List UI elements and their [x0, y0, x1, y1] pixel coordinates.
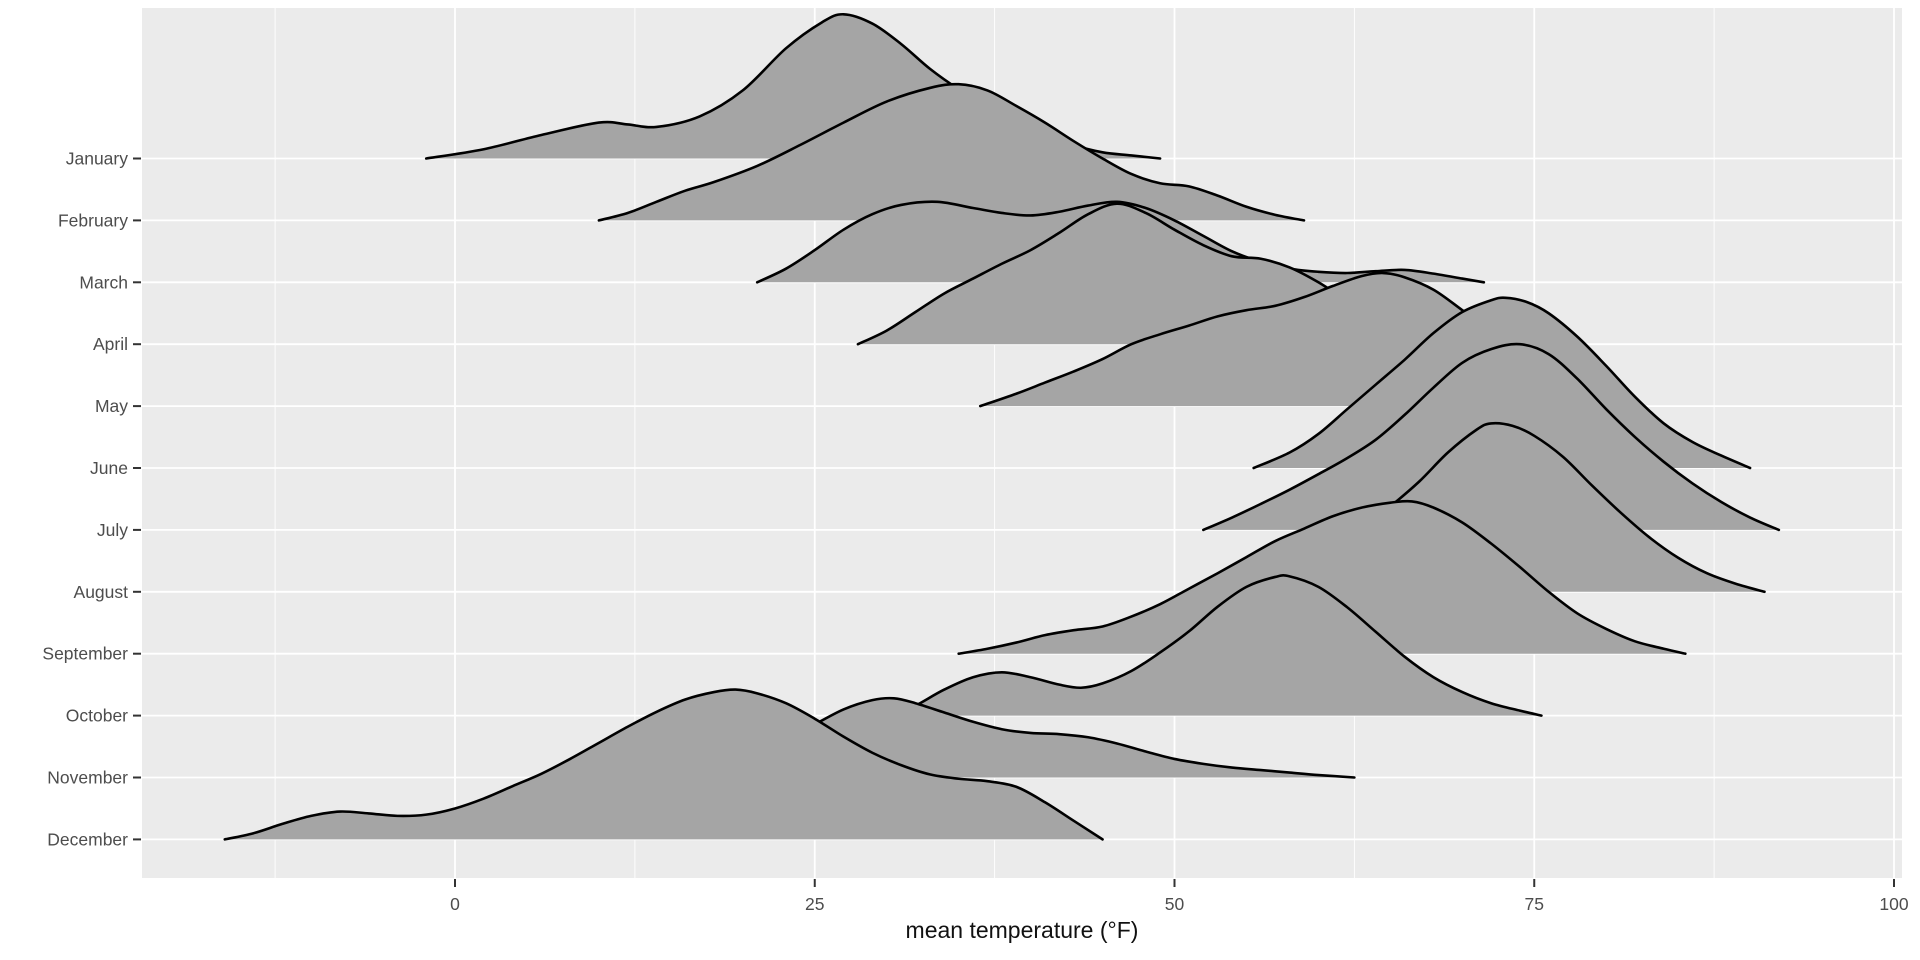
ridge-february — [597, 82, 1306, 222]
ridge-outline-february — [597, 82, 1306, 222]
y-tick-label-may: May — [95, 396, 128, 416]
y-tick-label-june: June — [90, 458, 128, 478]
ridge-outline-june — [1252, 296, 1752, 470]
x-tick-label-0: 0 — [450, 894, 460, 914]
x-tick-label-25: 25 — [805, 894, 824, 914]
x-tick-label-75: 75 — [1525, 894, 1544, 914]
ridge-outline-october — [892, 574, 1543, 717]
x-tick-label-100: 100 — [1879, 894, 1908, 914]
y-axis-month-labels: January February March April May June July Augu… — [42, 149, 128, 850]
y-tick-label-february: February — [58, 210, 128, 230]
axis-tick-marks — [133, 157, 1895, 887]
x-axis-title: mean temperature (°F) — [906, 917, 1139, 943]
ridge-fill-december — [224, 689, 1103, 840]
y-tick-label-april: April — [93, 334, 128, 354]
x-tick-label-50: 50 — [1165, 894, 1185, 914]
ridge-fill-september — [958, 501, 1686, 654]
x-axis-tick-labels: 0 25 50 75 100 — [450, 894, 1909, 914]
y-tick-label-october: October — [66, 706, 128, 726]
ridge-october — [892, 574, 1543, 717]
ridge-outline-december — [223, 688, 1104, 841]
ridge-outline-march — [755, 200, 1486, 284]
y-tick-label-july: July — [97, 520, 128, 540]
y-tick-label-january: January — [66, 149, 129, 169]
y-tick-label-november: November — [47, 768, 128, 788]
density-ridges — [223, 12, 1781, 841]
y-tick-label-september: September — [42, 644, 128, 664]
ridge-outline-september — [957, 499, 1687, 655]
ridge-fill-october — [893, 575, 1542, 716]
ridge-september — [957, 499, 1687, 655]
ridge-outline-july — [1201, 342, 1781, 532]
y-tick-label-december: December — [47, 829, 128, 849]
y-tick-label-august: August — [74, 582, 129, 602]
ridge-fill-february — [598, 84, 1305, 221]
ridge-december — [223, 688, 1104, 841]
y-tick-label-march: March — [79, 272, 128, 292]
